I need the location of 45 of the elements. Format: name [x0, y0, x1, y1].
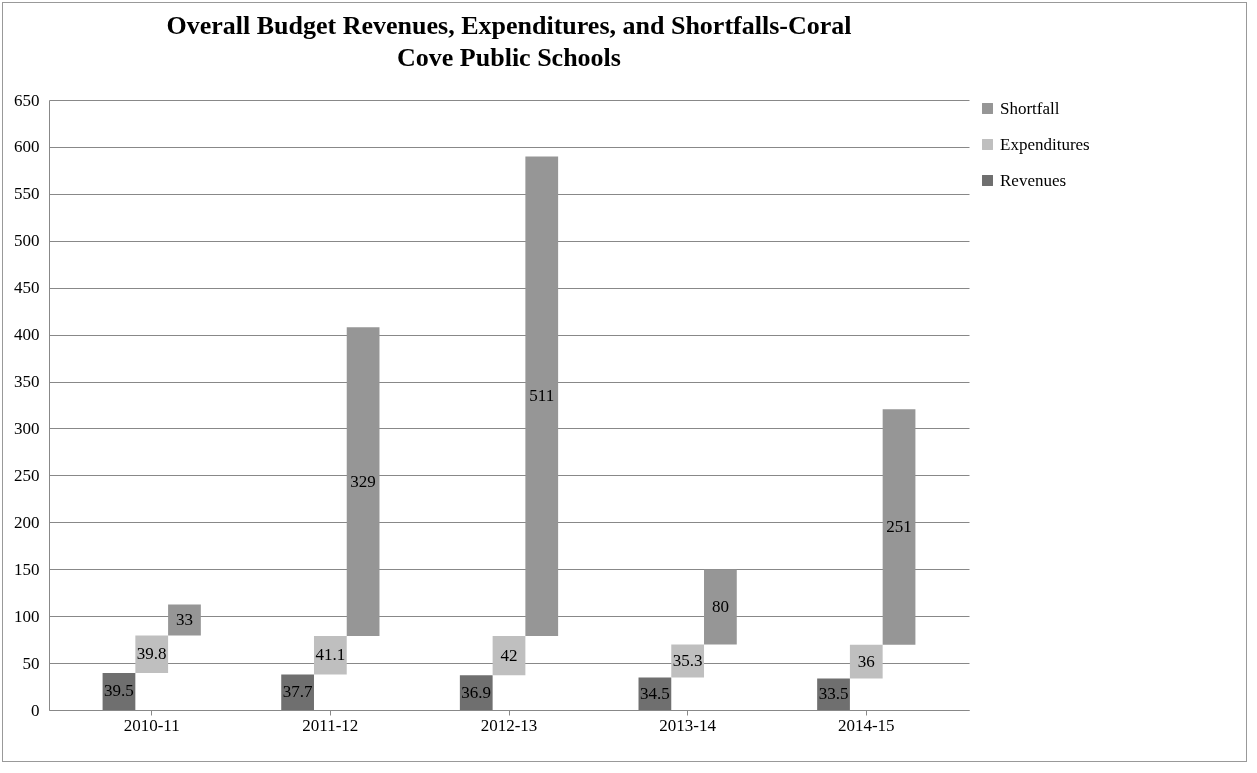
data-label: 39.5 [104, 681, 134, 701]
y-tick-label: 450 [14, 278, 40, 298]
y-tick-label: 500 [14, 231, 40, 251]
x-tick-label: 2012-13 [480, 715, 538, 735]
y-tick-label: 650 [14, 90, 40, 110]
legend-label: Shortfall [1000, 98, 1060, 118]
y-tick-label: 400 [14, 325, 40, 345]
chart-title: Overall Budget Revenues, Expenditures, and Shortfalls-Coral Cove Public Schools [166, 11, 852, 72]
legend-label: Revenues [1000, 170, 1067, 190]
x-tick-label: 2014-15 [837, 715, 895, 735]
bar [168, 604, 201, 636]
y-tick-label: 250 [14, 465, 40, 485]
data-label: 42 [500, 645, 518, 665]
data-label: 251 [886, 517, 912, 536]
bar [704, 569, 737, 645]
data-label: 33.5 [818, 684, 849, 704]
data-label: 80 [711, 596, 729, 616]
data-label: 37.7 [282, 682, 313, 702]
data-label: 36.9 [461, 682, 492, 702]
data-label: 33 [175, 610, 193, 630]
data-label: 511 [529, 386, 555, 406]
y-tick-label: 150 [14, 559, 40, 579]
x-tick-label: 2013-14 [659, 715, 717, 735]
data-label: 41.1 [315, 645, 346, 665]
data-label: 36 [857, 651, 875, 671]
bar [882, 409, 916, 645]
y-tick-label: 350 [14, 372, 40, 392]
data-label: 34.5 [640, 683, 670, 703]
y-tick-label: 200 [14, 512, 40, 532]
data-label: 329 [350, 471, 376, 491]
bar [525, 156, 559, 636]
bar [313, 636, 347, 675]
bar [346, 327, 380, 637]
y-tick-label: 100 [14, 606, 40, 626]
y-tick-label: 300 [14, 418, 40, 438]
x-tick-label: 2010-11 [123, 715, 180, 735]
data-label: 39.8 [136, 644, 167, 664]
y-tick-label: 550 [14, 184, 40, 204]
legend-label: Expenditures [1000, 134, 1090, 154]
bar [849, 644, 883, 679]
y-tick-label: 600 [14, 137, 40, 157]
data-label: 35.3 [672, 651, 703, 671]
y-tick-label: 50 [22, 653, 40, 673]
y-tick-label: 0 [31, 700, 40, 720]
x-tick-label: 2011-12 [302, 715, 359, 735]
